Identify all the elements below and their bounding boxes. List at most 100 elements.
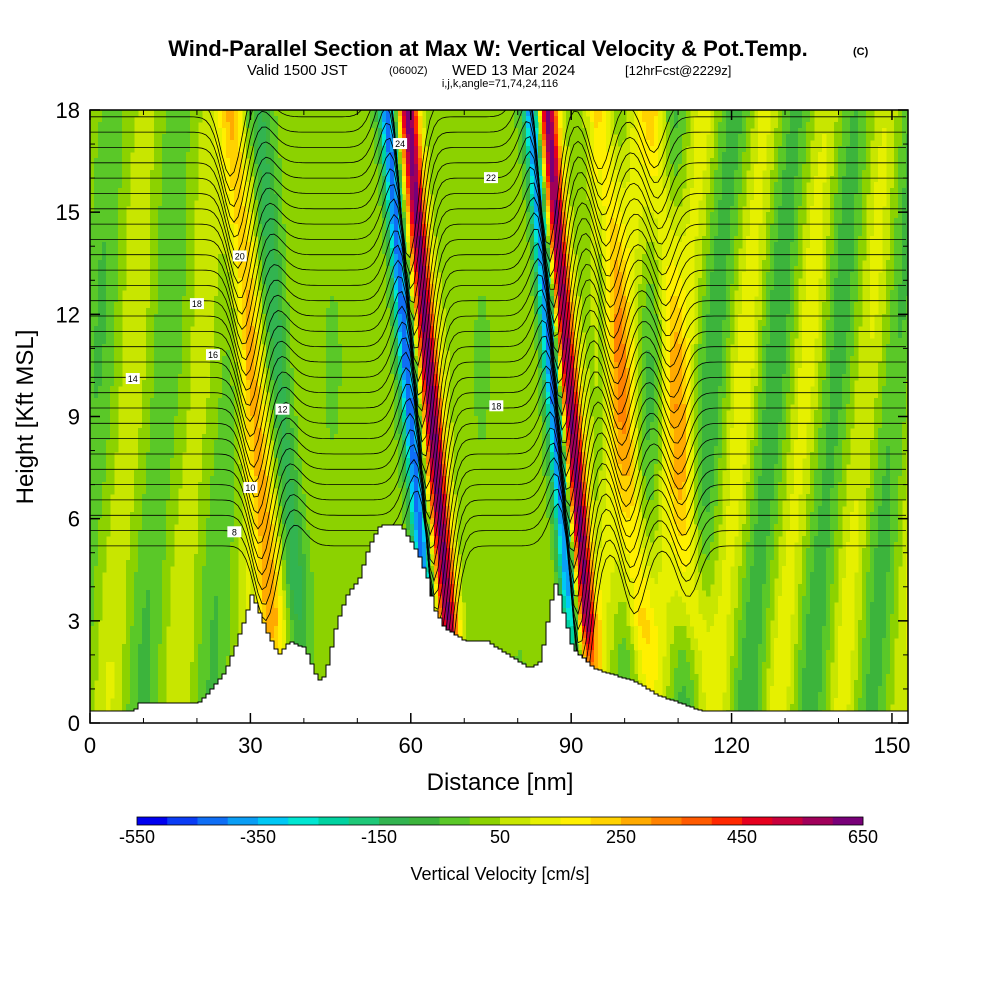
velocity-cell xyxy=(102,128,107,135)
velocity-cell xyxy=(874,194,879,201)
velocity-cell xyxy=(426,188,431,195)
velocity-cell xyxy=(390,188,395,195)
velocity-cell xyxy=(662,212,667,219)
velocity-cell xyxy=(738,200,743,207)
velocity-cell xyxy=(626,206,631,213)
velocity-cell xyxy=(178,128,183,135)
velocity-cell xyxy=(526,110,531,117)
velocity-cell xyxy=(406,134,411,141)
velocity-cell xyxy=(598,254,603,261)
velocity-cell xyxy=(122,206,127,213)
velocity-cell xyxy=(450,230,455,237)
velocity-cell xyxy=(550,134,555,141)
velocity-cell xyxy=(334,266,339,273)
velocity-cell xyxy=(658,182,663,189)
velocity-cell xyxy=(846,170,851,177)
velocity-cell xyxy=(418,170,423,177)
velocity-cell xyxy=(530,134,535,141)
velocity-cell xyxy=(434,206,439,213)
velocity-cell xyxy=(646,188,651,195)
velocity-cell xyxy=(154,182,159,189)
velocity-cell xyxy=(482,260,487,267)
velocity-cell xyxy=(346,194,351,201)
velocity-cell xyxy=(458,134,463,141)
velocity-cell xyxy=(162,146,167,153)
velocity-cell xyxy=(406,140,411,147)
velocity-cell xyxy=(310,176,315,183)
velocity-cell xyxy=(350,206,355,213)
velocity-cell xyxy=(362,140,367,147)
velocity-cell xyxy=(638,110,643,117)
velocity-cell xyxy=(438,260,443,267)
velocity-cell xyxy=(722,128,727,135)
velocity-cell xyxy=(250,284,255,291)
velocity-cell xyxy=(718,176,723,183)
velocity-cell xyxy=(466,272,471,279)
velocity-cell xyxy=(298,152,303,159)
velocity-cell xyxy=(334,152,339,159)
velocity-cell xyxy=(126,110,131,117)
velocity-cell xyxy=(374,206,379,213)
velocity-cell xyxy=(718,278,723,285)
velocity-cell xyxy=(902,128,907,135)
velocity-cell xyxy=(302,170,307,177)
velocity-cell xyxy=(254,230,259,237)
velocity-cell xyxy=(506,128,511,135)
velocity-cell xyxy=(266,134,271,141)
velocity-cell xyxy=(498,200,503,207)
velocity-cell xyxy=(158,254,163,261)
velocity-cell xyxy=(762,116,767,123)
velocity-cell xyxy=(110,128,115,135)
velocity-cell xyxy=(434,200,439,207)
velocity-cell xyxy=(782,176,787,183)
velocity-cell xyxy=(522,188,527,195)
velocity-cell xyxy=(686,134,691,141)
velocity-cell xyxy=(838,194,843,201)
velocity-cell xyxy=(498,170,503,177)
velocity-cell xyxy=(650,182,655,189)
velocity-cell xyxy=(670,134,675,141)
velocity-cell xyxy=(654,176,659,183)
velocity-cell xyxy=(170,116,175,123)
velocity-cell xyxy=(510,212,515,219)
velocity-cell xyxy=(662,218,667,225)
velocity-cell xyxy=(894,242,899,249)
velocity-cell xyxy=(586,260,591,267)
velocity-cell xyxy=(418,224,423,231)
velocity-cell xyxy=(694,158,699,165)
velocity-cell xyxy=(514,164,519,171)
velocity-cell xyxy=(698,182,703,189)
velocity-cell xyxy=(150,230,155,237)
velocity-cell xyxy=(654,266,659,273)
velocity-cell xyxy=(318,230,323,237)
velocity-cell xyxy=(606,152,611,159)
velocity-cell xyxy=(730,140,735,147)
velocity-cell xyxy=(182,284,187,291)
velocity-cell xyxy=(90,266,95,273)
velocity-cell xyxy=(454,170,459,177)
velocity-cell xyxy=(386,254,391,261)
velocity-cell xyxy=(738,122,743,129)
velocity-cell xyxy=(550,116,555,123)
velocity-cell xyxy=(194,110,199,117)
velocity-cell xyxy=(182,116,187,123)
velocity-cell xyxy=(894,152,899,159)
velocity-cell xyxy=(246,134,251,141)
velocity-cell xyxy=(414,260,419,267)
velocity-cell xyxy=(598,128,603,135)
velocity-cell xyxy=(590,170,595,177)
velocity-cell xyxy=(502,242,507,249)
velocity-cell xyxy=(186,164,191,171)
velocity-cell xyxy=(794,122,799,129)
velocity-cell xyxy=(686,254,691,261)
velocity-cell xyxy=(190,116,195,123)
velocity-cell xyxy=(334,110,339,117)
velocity-cell xyxy=(574,212,579,219)
velocity-cell xyxy=(518,224,523,231)
velocity-cell xyxy=(758,164,763,171)
velocity-cell xyxy=(434,230,439,237)
velocity-cell xyxy=(706,218,711,225)
velocity-cell xyxy=(402,224,407,231)
velocity-cell xyxy=(582,278,587,285)
velocity-cell xyxy=(270,128,275,135)
